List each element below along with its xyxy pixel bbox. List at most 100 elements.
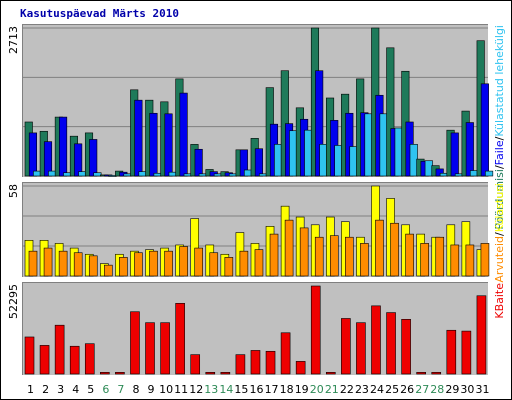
sites-bar-day-27 xyxy=(420,243,429,277)
files-bar-day-1 xyxy=(28,132,38,177)
legend-entry: / xyxy=(493,232,506,236)
x-axis-labels: 1 2 3 4 5 6 7 8 9 10 11 12 13 14 15 16 17 18 19 20 21 22 23 24 2… xyxy=(27,383,489,396)
x-tick-label-day-1: 1 xyxy=(27,383,34,396)
x-tick-label-day-17: 17 xyxy=(265,383,279,396)
x-tick-label-day-27: 27 xyxy=(415,383,429,396)
pages-bar-day-31 xyxy=(485,170,494,177)
kbytes-bar-day-11 xyxy=(175,303,185,375)
kbytes-bar-day-10 xyxy=(160,322,170,375)
kbytes-bar-day-18 xyxy=(280,332,291,375)
kbytes-bar-day-24 xyxy=(371,305,381,375)
x-tick-label-day-14: 14 xyxy=(219,383,233,396)
files-bar-day-30 xyxy=(465,122,474,177)
kbytes-bar-day-12 xyxy=(190,354,201,375)
panels-layer: 2713 Pöördumisi/Faile/Külastatud lehekülg… xyxy=(7,24,506,376)
files-bar-day-20 xyxy=(315,70,324,177)
files-bar-day-31 xyxy=(480,83,489,177)
x-tick-label-day-19: 19 xyxy=(295,383,309,396)
legend-entry: KBaite xyxy=(493,283,506,319)
sites-bar-day-28 xyxy=(435,236,445,277)
panel-3: 52295 KBaite xyxy=(7,282,506,376)
sites-bar-day-13 xyxy=(209,252,219,277)
x-tick-label-day-10: 10 xyxy=(159,383,173,396)
sites-bar-day-25 xyxy=(390,222,399,277)
kbytes-bar-day-19 xyxy=(295,361,306,375)
sites-bar-day-15 xyxy=(239,250,249,277)
x-tick-label-day-4: 4 xyxy=(72,383,79,396)
kbytes-bar-day-22 xyxy=(341,318,351,375)
x-tick-label-day-6: 6 xyxy=(102,383,109,396)
kbytes-bar-day-1 xyxy=(24,336,35,375)
sites-bar-day-6 xyxy=(104,264,113,277)
kbytes-bar-day-5 xyxy=(84,343,95,375)
panel-1-ymax-label: 2713 xyxy=(7,26,20,54)
kbytes-bar-day-3 xyxy=(54,324,65,375)
panel-1-legend: Pöördumisi/Faile/Külastatud lehekülgi xyxy=(493,25,506,230)
files-bar-day-29 xyxy=(450,132,459,177)
files-bar-day-16 xyxy=(254,148,263,177)
kbytes-bar-day-9 xyxy=(145,322,155,375)
x-tick-label-day-28: 28 xyxy=(430,383,444,396)
sites-bar-day-26 xyxy=(405,233,414,277)
sites-bar-day-19 xyxy=(299,227,309,277)
sites-bar-day-21 xyxy=(329,235,339,277)
x-tick-label-day-18: 18 xyxy=(280,383,294,396)
kbytes-bar-day-16 xyxy=(250,350,261,375)
kbytes-bar-day-30 xyxy=(461,330,472,375)
sites-bar-day-17 xyxy=(269,233,279,277)
kbytes-bar-day-17 xyxy=(265,350,276,375)
sites-bar-day-29 xyxy=(450,244,460,277)
files-bar-day-22 xyxy=(345,112,354,177)
x-tick-label-day-12: 12 xyxy=(189,383,203,396)
kbytes-bar-day-2 xyxy=(39,345,50,375)
sites-bar-day-14 xyxy=(224,257,234,277)
legend-entry: Faile xyxy=(493,140,506,165)
x-tick-label-day-29: 29 xyxy=(445,383,459,396)
sites-bar-day-18 xyxy=(284,219,294,277)
legend-entry: / xyxy=(493,165,506,169)
kbytes-bar-day-26 xyxy=(401,319,411,375)
kbytes-bar-day-8 xyxy=(130,311,140,375)
files-bar-day-4 xyxy=(74,143,83,177)
kbytes-bar-day-15 xyxy=(235,354,246,375)
x-tick-label-day-25: 25 xyxy=(385,383,399,396)
kbytes-bar-day-28 xyxy=(431,372,442,375)
x-tick-label-day-13: 13 xyxy=(204,383,218,396)
sites-bar-day-8 xyxy=(134,252,143,277)
kbytes-bar-day-21 xyxy=(325,372,336,375)
sites-bar-day-24 xyxy=(375,219,384,277)
x-tick-label-day-11: 11 xyxy=(174,383,188,396)
x-tick-label-day-24: 24 xyxy=(370,383,384,396)
x-tick-label-day-8: 8 xyxy=(132,383,139,396)
hits-bar-day-25 xyxy=(386,47,395,177)
files-bar-day-8 xyxy=(134,99,143,177)
panel-3-legend: KBaite xyxy=(493,283,506,319)
x-tick-label-day-20: 20 xyxy=(310,383,324,396)
kbytes-bar-day-20 xyxy=(310,285,321,375)
x-tick-label-day-16: 16 xyxy=(250,383,264,396)
x-tick-label-day-15: 15 xyxy=(234,383,248,396)
pages-bar-day-5 xyxy=(93,172,102,177)
sites-bar-day-5 xyxy=(88,255,98,277)
sites-bar-day-1 xyxy=(28,250,38,277)
kbytes-bar-day-13 xyxy=(205,372,216,375)
files-bar-day-28 xyxy=(435,168,444,177)
panel-2: 58 Arvuteid/Külastusi xyxy=(7,182,506,283)
files-bar-day-9 xyxy=(149,112,158,177)
sites-bar-day-31 xyxy=(480,243,490,277)
legend-entry: / xyxy=(493,136,506,140)
legend-entry: Külastatud lehekülgi xyxy=(493,25,506,137)
kbytes-bar-day-6 xyxy=(100,372,110,375)
panel-2-ymax-label: 58 xyxy=(7,184,20,198)
sites-bar-day-12 xyxy=(194,247,204,277)
panel-2-legend: Arvuteid/Külastusi xyxy=(493,183,506,283)
sites-bar-day-11 xyxy=(179,246,188,277)
panel-3-ymax-label: 52295 xyxy=(7,284,20,319)
kbytes-bar-day-7 xyxy=(115,372,125,375)
chart-title: Kasutuspäevad Märts 2010 xyxy=(20,7,179,20)
kbytes-bar-day-29 xyxy=(446,329,457,375)
sites-bar-day-20 xyxy=(314,236,324,277)
x-tick-label-day-2: 2 xyxy=(42,383,49,396)
kbytes-bar-day-31 xyxy=(476,295,487,375)
